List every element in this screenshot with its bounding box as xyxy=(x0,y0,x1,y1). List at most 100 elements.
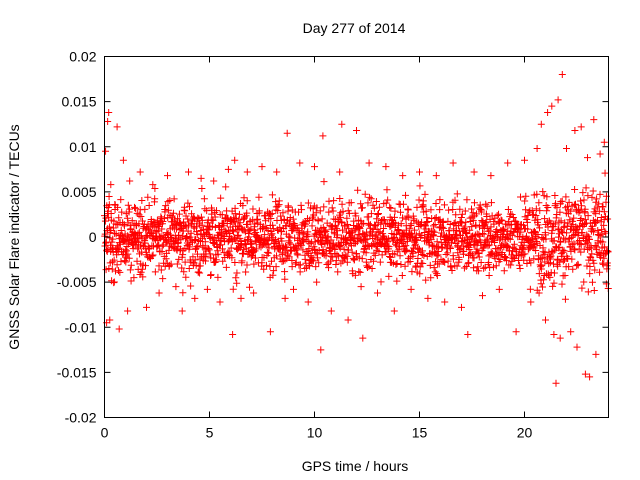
data-point xyxy=(344,221,352,229)
data-point xyxy=(266,262,274,270)
data-point xyxy=(250,289,258,297)
data-point xyxy=(599,260,607,268)
data-point xyxy=(399,214,407,222)
data-point xyxy=(304,199,312,207)
data-point xyxy=(419,259,427,267)
data-point xyxy=(353,127,360,135)
data-point xyxy=(325,197,333,205)
data-point xyxy=(599,203,607,211)
data-point xyxy=(312,263,320,271)
y-tick-label: -0.01 xyxy=(65,319,97,335)
data-point xyxy=(438,244,446,252)
data-point xyxy=(368,265,376,273)
data-point xyxy=(586,263,594,271)
data-point xyxy=(466,226,474,234)
data-point xyxy=(317,346,325,354)
data-point xyxy=(302,218,310,226)
data-point xyxy=(281,256,289,264)
data-point xyxy=(308,256,316,264)
data-point xyxy=(486,264,494,272)
data-point xyxy=(458,303,465,311)
data-point xyxy=(358,255,366,263)
data-point xyxy=(380,216,388,224)
data-point xyxy=(137,268,145,276)
data-point xyxy=(524,211,532,219)
data-point xyxy=(516,264,524,272)
data-point xyxy=(498,249,506,257)
data-point xyxy=(430,264,438,272)
data-point xyxy=(431,268,439,276)
data-point xyxy=(262,240,270,248)
data-point xyxy=(373,215,381,223)
data-point xyxy=(344,316,352,324)
data-point xyxy=(496,256,504,264)
data-point xyxy=(430,232,438,240)
data-point xyxy=(165,261,173,269)
data-point xyxy=(320,178,328,186)
data-point xyxy=(159,218,167,226)
data-point xyxy=(391,207,399,215)
data-point xyxy=(483,202,491,210)
data-point xyxy=(578,284,586,292)
data-point xyxy=(173,260,181,268)
data-point xyxy=(526,285,534,293)
data-point xyxy=(509,214,517,222)
data-point xyxy=(582,184,590,192)
x-axis-ticks: 0 5 10 15 20 xyxy=(101,56,532,441)
data-point xyxy=(133,237,141,245)
data-point xyxy=(517,228,525,236)
data-point xyxy=(117,257,125,265)
data-point xyxy=(315,259,323,267)
data-point xyxy=(250,260,258,268)
data-point xyxy=(167,260,175,268)
data-point xyxy=(556,208,564,216)
data-point xyxy=(110,256,118,264)
data-point xyxy=(440,201,448,209)
data-point xyxy=(491,237,499,245)
data-point xyxy=(333,251,341,259)
data-point xyxy=(461,207,469,215)
data-point xyxy=(374,234,382,242)
data-point xyxy=(565,198,573,206)
data-point xyxy=(299,246,307,254)
data-point xyxy=(571,185,579,193)
data-point xyxy=(268,230,276,238)
data-point xyxy=(183,239,191,247)
data-point xyxy=(503,242,511,250)
data-point xyxy=(599,238,607,246)
data-point xyxy=(117,196,125,204)
data-point xyxy=(110,279,118,287)
data-point xyxy=(543,207,551,215)
data-point xyxy=(595,249,603,257)
data-point xyxy=(431,228,439,236)
data-point xyxy=(586,270,594,278)
data-point xyxy=(161,214,169,222)
data-point xyxy=(399,238,407,246)
data-point xyxy=(164,206,172,214)
data-point xyxy=(169,209,177,217)
data-point xyxy=(453,262,461,270)
data-point xyxy=(551,220,559,228)
data-point xyxy=(571,246,579,254)
data-point xyxy=(574,261,582,269)
data-point xyxy=(172,283,180,291)
data-point xyxy=(233,269,241,277)
data-point xyxy=(475,253,483,261)
data-point xyxy=(432,172,440,180)
data-point xyxy=(367,210,375,218)
data-point xyxy=(410,226,418,234)
data-point xyxy=(207,271,215,279)
data-point xyxy=(281,294,289,302)
data-point xyxy=(331,221,339,229)
data-point xyxy=(249,205,257,213)
data-point xyxy=(297,241,305,249)
data-point xyxy=(305,245,313,253)
data-point xyxy=(387,253,395,261)
data-point xyxy=(391,213,399,221)
data-point xyxy=(431,221,439,229)
data-point xyxy=(563,229,571,237)
data-point xyxy=(527,259,535,267)
data-point xyxy=(229,330,237,338)
data-point xyxy=(472,237,480,245)
data-point xyxy=(375,228,383,236)
